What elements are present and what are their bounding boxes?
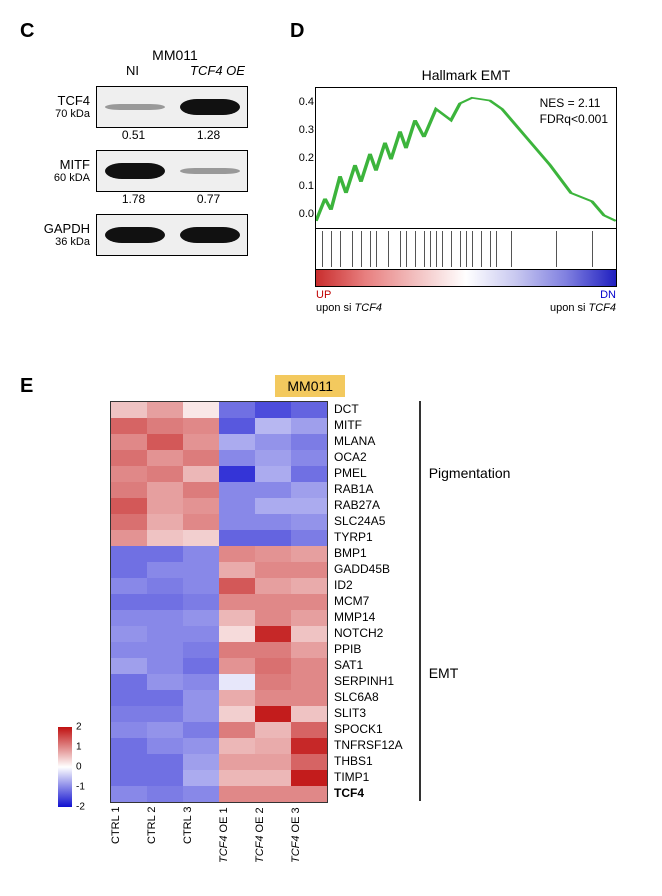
- heatmap-row: [111, 482, 327, 498]
- heatmap-row: [111, 578, 327, 594]
- gsea-stats: NES = 2.11 FDRq<0.001: [540, 96, 608, 127]
- panel-e-label: E: [20, 375, 60, 398]
- heatmap-row: [111, 706, 327, 722]
- gsea-title: Hallmark EMT: [290, 67, 642, 83]
- col-tcf4oe: TCF4 OE: [175, 63, 260, 78]
- heatmap-row: [111, 690, 327, 706]
- heatmap-row: [111, 466, 327, 482]
- gsea-curve-area: 0.40.30.20.10.0 NES = 2.11 FDRq<0.001: [316, 88, 616, 229]
- heatmap-row: [111, 786, 327, 802]
- panel-d: D Hallmark EMT 0.40.30.20.10.0 NES = 2.1…: [290, 20, 642, 315]
- heatmap-row: [111, 498, 327, 514]
- heatmap-row: [111, 642, 327, 658]
- heatmap-grid: [110, 401, 328, 803]
- heatmap-row: [111, 770, 327, 786]
- panel-e: E MM011 DCTMITFMLANAOCA2PMELRAB1ARAB27AS…: [20, 375, 642, 867]
- heatmap-row: [111, 562, 327, 578]
- heatmap-row: [111, 658, 327, 674]
- heatmap-row: [111, 402, 327, 418]
- heatmap-legend: 210-1-2: [40, 727, 80, 807]
- blot-row-tcf4: TCF470 kDa: [20, 86, 260, 128]
- dn-sublabel: upon si TCF4: [550, 302, 616, 314]
- panel-c: C MM011 NI TCF4 OE TCF470 kDa 0.511.28MI…: [20, 20, 260, 315]
- blot-row-gapdh: GAPDH36 kDa: [20, 214, 260, 256]
- gsea-plot: 0.40.30.20.10.0 NES = 2.11 FDRq<0.001: [315, 87, 617, 287]
- gsea-bottom-labels: UP upon si TCF4 DN upon si TCF4: [316, 289, 616, 315]
- blot-column-headers: NI TCF4 OE: [90, 63, 260, 78]
- up-label: UP: [316, 289, 331, 301]
- heatmap-row: [111, 754, 327, 770]
- heatmap-row: [111, 610, 327, 626]
- gsea-gradient-bar: [316, 270, 616, 286]
- heatmap-row: [111, 546, 327, 562]
- heatmap-row: [111, 722, 327, 738]
- group-labels-column: PigmentationEMT: [407, 401, 511, 803]
- up-sublabel: upon si TCF4: [316, 302, 382, 314]
- panel-d-label: D: [290, 20, 642, 43]
- gene-labels: DCTMITFMLANAOCA2PMELRAB1ARAB27ASLC24A5TY…: [334, 401, 403, 803]
- heatmap-row: [111, 450, 327, 466]
- heatmap-row: [111, 594, 327, 610]
- heatmap-row: [111, 674, 327, 690]
- heatmap-row: [111, 626, 327, 642]
- dn-label: DN: [600, 289, 616, 301]
- heatmap-badge: MM011: [275, 375, 345, 397]
- heatmap-row: [111, 738, 327, 754]
- panel-c-label: C: [20, 20, 260, 43]
- col-ni: NI: [90, 63, 175, 78]
- fdr-stat: FDRq<0.001: [540, 112, 608, 128]
- blot-row-mitf: MITF60 kDA: [20, 150, 260, 192]
- heatmap-row: [111, 418, 327, 434]
- heatmap-row: [111, 434, 327, 450]
- column-labels: CTRL 1CTRL 2CTRL 3TCF4 OE 1TCF4 OE 2TCF4…: [110, 807, 510, 867]
- heatmap-row: [111, 530, 327, 546]
- gsea-hit-ticks: [316, 229, 616, 270]
- nes-stat: NES = 2.11: [540, 96, 608, 112]
- heatmap-row: [111, 514, 327, 530]
- blot-cell-line: MM011: [90, 47, 260, 63]
